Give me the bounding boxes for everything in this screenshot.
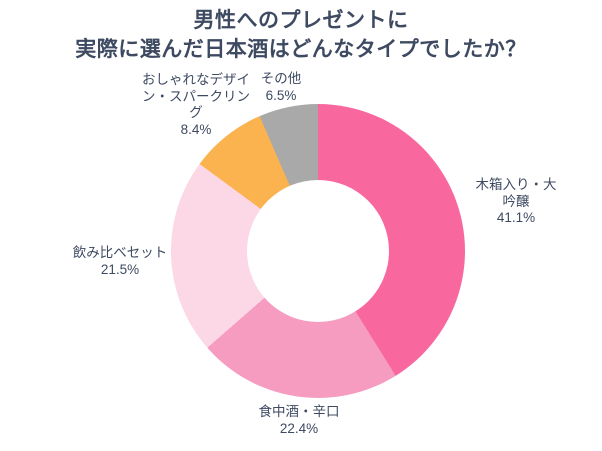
donut-hole [247, 180, 389, 322]
segment-label-oshare-sparkling: おしゃれなデザイ ン・スパークリン グ 8.4% [142, 72, 250, 137]
chart-title: 男性へのプレゼントに 実際に選んだ日本酒はどんなタイプでしたか？ [75, 9, 527, 61]
segment-label-nomikurabe-set: 飲み比べセット 21.5% [72, 245, 168, 277]
segment-label-kibako-daiginjo: 木箱入り・大吟醸 41.1% [475, 177, 557, 225]
segment-label-shokuchushu-karakuchi: 食中酒・辛口 22.4% [258, 404, 340, 436]
segment-label-sonota: その他 6.5% [260, 71, 302, 103]
donut-chart [171, 104, 465, 398]
